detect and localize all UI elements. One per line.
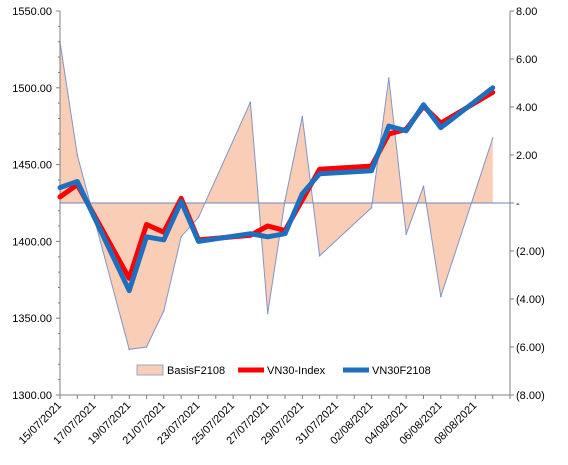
basis-point bbox=[284, 199, 286, 202]
left-tick-label: 1400.00 bbox=[12, 236, 52, 248]
right-tick-label: 8.00 bbox=[516, 6, 537, 18]
basis-point bbox=[405, 233, 408, 235]
right-tick-label: - bbox=[516, 198, 520, 210]
basis-area bbox=[60, 42, 493, 350]
right-tick-label: 2.00 bbox=[516, 150, 537, 162]
basis-point bbox=[266, 312, 269, 315]
left-tick-label: 1350.00 bbox=[12, 313, 52, 325]
basis-area-layer bbox=[59, 41, 510, 351]
right-tick-label: 4.00 bbox=[516, 102, 537, 114]
basis-point bbox=[145, 346, 148, 348]
legend-swatch-basis bbox=[136, 364, 164, 376]
basis-point bbox=[249, 101, 252, 103]
right-tick-label: 6.00 bbox=[516, 54, 537, 66]
basis-point bbox=[180, 235, 182, 238]
basis-point bbox=[128, 348, 130, 351]
left-tick-label: 1550.00 bbox=[12, 6, 52, 18]
index-lines-layer bbox=[57, 85, 496, 294]
right-tick-label: (6.00) bbox=[516, 342, 545, 354]
basis-point bbox=[76, 154, 79, 156]
basis-point bbox=[440, 295, 442, 298]
basis-point bbox=[318, 255, 321, 257]
left-tick-label: 1300.00 bbox=[12, 390, 52, 402]
basis-point bbox=[388, 77, 390, 79]
basis-point bbox=[370, 207, 373, 209]
basis-point bbox=[197, 216, 200, 219]
legend-label-basis: BasisF2108 bbox=[167, 365, 225, 377]
legend-label-vn30-index: VN30-Index bbox=[267, 365, 326, 377]
basis-area-outline bbox=[59, 42, 494, 350]
left-tick-label: 1450.00 bbox=[12, 160, 52, 172]
basis-point bbox=[491, 137, 494, 139]
basis-point bbox=[163, 310, 165, 312]
left-tick-label: 1500.00 bbox=[12, 83, 52, 95]
right-tick-label: (2.00) bbox=[516, 246, 545, 258]
right-tick-label: (8.00) bbox=[516, 390, 545, 402]
legend-label-vn30f2108: VN30F2108 bbox=[372, 365, 431, 377]
basis-point bbox=[301, 115, 304, 118]
basis-point bbox=[422, 185, 425, 187]
vn30f2108-line bbox=[57, 85, 496, 294]
legend: BasisF2108 VN30-Index VN30F2108 bbox=[136, 364, 431, 377]
right-tick-label: (4.00) bbox=[516, 294, 545, 306]
